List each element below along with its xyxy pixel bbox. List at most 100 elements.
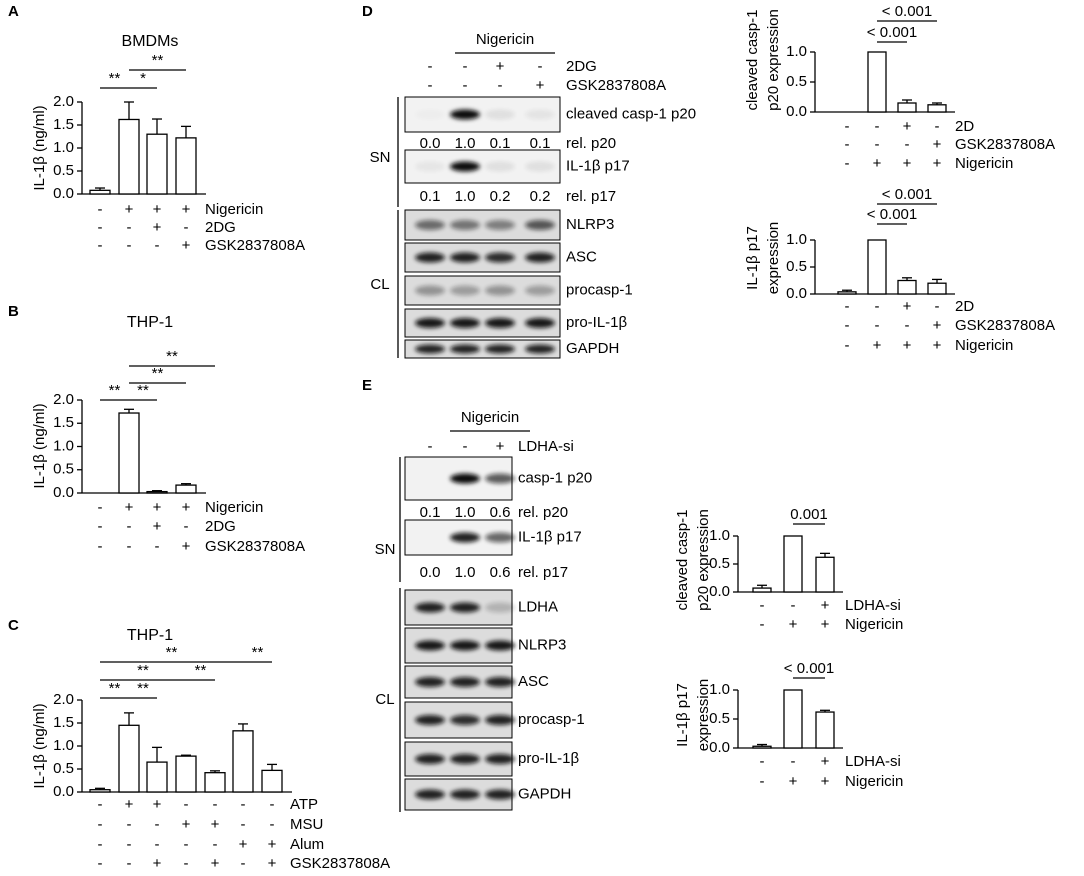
blot-band — [450, 754, 480, 764]
condition-sign: - — [98, 836, 103, 853]
condition-sign: + — [182, 201, 191, 218]
condition-sign: - — [875, 317, 880, 334]
blot-band — [450, 285, 480, 296]
chart-title: THP-1 — [127, 314, 173, 331]
blot-band — [415, 602, 445, 613]
significance-label: ** — [195, 662, 207, 679]
bar — [89, 789, 111, 793]
significance-label: ** — [166, 644, 178, 661]
condition-sign: + — [903, 155, 912, 172]
condition-sign: - — [760, 616, 765, 633]
blot-band — [525, 220, 555, 230]
blot-band — [450, 252, 480, 263]
blot-band — [485, 473, 515, 484]
bar — [146, 133, 168, 195]
blot-band — [485, 344, 515, 354]
condition-sign: - — [241, 855, 246, 872]
blot-band — [415, 789, 445, 800]
condition-sign: - — [98, 201, 103, 218]
condition-sign: - — [241, 816, 246, 833]
condition-sign: - — [845, 118, 850, 135]
y-tick-label: 2.0 — [53, 93, 74, 110]
condition-sign: + — [268, 855, 277, 872]
blot-band — [485, 789, 515, 800]
condition-sign: - — [905, 317, 910, 334]
y-tick-label: 0.5 — [786, 258, 807, 275]
condition-name: 2D — [955, 118, 974, 135]
blot-row-label: NLRP3 — [566, 216, 614, 233]
bar — [867, 239, 887, 295]
blot-band — [415, 677, 445, 687]
blot-row-label: GAPDH — [518, 785, 571, 802]
condition-sign: - — [875, 136, 880, 153]
blot-band — [450, 640, 480, 651]
blot-band — [525, 252, 555, 263]
condition-name: ATP — [290, 796, 318, 813]
y-tick-label: 0.5 — [53, 760, 74, 777]
blot-band — [485, 220, 515, 230]
blot-band — [485, 532, 515, 543]
blot-band — [415, 161, 445, 172]
bar — [89, 189, 111, 195]
condition-name: GSK2837808A — [955, 136, 1055, 153]
y-tick-label: 0.5 — [709, 710, 730, 727]
blot-band — [450, 602, 480, 613]
condition-name: 2D — [955, 298, 974, 315]
blot-band — [485, 285, 515, 296]
blot-band — [415, 640, 445, 651]
group-label: SN — [375, 541, 396, 558]
condition-sign: - — [463, 58, 468, 75]
treatment-label: Nigericin — [461, 409, 519, 426]
blot-band — [450, 318, 480, 328]
condition-sign: - — [845, 136, 850, 153]
significance-label: ** — [152, 52, 164, 69]
panel-letter: D — [362, 3, 373, 20]
condition-sign: - — [760, 597, 765, 614]
blot-band — [485, 318, 515, 328]
blot-band — [450, 220, 480, 230]
condition-sign: - — [184, 796, 189, 813]
condition-sign: - — [98, 796, 103, 813]
condition-name: LDHA-si — [845, 753, 901, 770]
panel-letter: A — [8, 3, 19, 20]
condition-sign: + — [153, 219, 162, 236]
condition-sign: - — [127, 518, 132, 535]
condition-sign: - — [428, 58, 433, 75]
bar — [897, 279, 917, 295]
significance-label: < 0.001 — [882, 186, 932, 203]
condition-name: LDHA-si — [518, 438, 574, 455]
blot-band — [485, 754, 515, 764]
bar — [752, 587, 772, 593]
condition-sign: - — [127, 237, 132, 254]
condition-sign: + — [821, 597, 830, 614]
blot-row-label: pro-IL-1β — [518, 750, 580, 767]
condition-sign: + — [211, 855, 220, 872]
blot-band — [415, 252, 445, 263]
y-tick-label: 0.0 — [709, 739, 730, 756]
blot-band — [450, 532, 480, 543]
blot-row-label: rel. p20 — [566, 135, 616, 152]
condition-sign: - — [875, 118, 880, 135]
condition-name: LDHA-si — [845, 597, 901, 614]
y-tick-label: 1.0 — [786, 231, 807, 248]
bar — [175, 137, 197, 195]
bar — [927, 282, 947, 295]
significance-label: * — [140, 70, 146, 87]
condition-sign: + — [821, 753, 830, 770]
condition-sign: + — [821, 616, 830, 633]
condition-sign: + — [496, 58, 505, 75]
condition-sign: - — [845, 317, 850, 334]
blot-row-label: casp-1 p20 — [518, 469, 592, 486]
blot-row-label: IL-1β p17 — [566, 157, 630, 174]
significance-label: ** — [109, 382, 121, 399]
blot-band — [415, 318, 445, 328]
condition-sign: + — [933, 317, 942, 334]
blot-band — [525, 318, 555, 328]
y-axis-label: IL-1β (ng/ml) — [31, 703, 48, 788]
condition-sign: - — [184, 219, 189, 236]
condition-sign: + — [153, 796, 162, 813]
condition-name: Nigericin — [205, 201, 263, 218]
relative-value: 1.0 — [455, 135, 476, 152]
y-tick-label: 1.0 — [53, 437, 74, 454]
